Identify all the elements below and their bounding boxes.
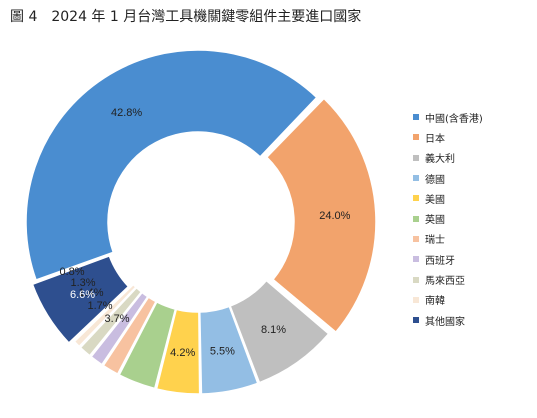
- legend: 中國(含香港) 日本義大利德國美國英國瑞士西班牙馬來西亞南韓其他國家: [413, 107, 483, 330]
- legend-swatch: [413, 317, 419, 324]
- slice-label-7: 1.4%: [78, 287, 103, 299]
- legend-label: 美國: [425, 194, 445, 206]
- slice-9: [73, 283, 137, 348]
- legend-item: 英國: [413, 208, 483, 228]
- slice-label-8: 1.3%: [70, 277, 95, 289]
- legend-swatch: [413, 114, 419, 121]
- slice-group: [25, 49, 377, 395]
- legend-swatch: [413, 296, 419, 303]
- slice-label-5: 3.7%: [104, 313, 129, 325]
- legend-item: 日本: [413, 127, 483, 147]
- legend-label: 英國: [425, 215, 445, 227]
- legend-label: 西班牙: [425, 255, 455, 267]
- slice-3: [199, 305, 259, 395]
- legend-label: 南韓: [425, 296, 445, 308]
- legend-item: 南韓: [413, 290, 483, 310]
- legend-item: 美國: [413, 188, 483, 208]
- legend-label: 其他國家: [425, 316, 465, 328]
- legend-swatch: [413, 235, 419, 242]
- slice-label-1: 24.0%: [319, 210, 350, 222]
- slice-1: [265, 97, 377, 334]
- slice-label-0: 42.8%: [111, 107, 142, 119]
- legend-swatch: [413, 276, 419, 283]
- slice-10: [31, 254, 130, 344]
- legend-label: 馬來西亞: [425, 276, 465, 288]
- legend-label: 中國(含香港): [425, 113, 483, 125]
- legend-item: 馬來西亞: [413, 269, 483, 289]
- legend-item: 西班牙: [413, 249, 483, 269]
- slice-5: [118, 300, 177, 390]
- slice-label-9: 0.8%: [59, 266, 84, 278]
- legend-item: 瑞士: [413, 229, 483, 249]
- legend-label: 瑞士: [425, 235, 445, 247]
- legend-item: 德國: [413, 168, 483, 188]
- legend-swatch: [413, 256, 419, 263]
- slice-label-6: 1.7%: [87, 300, 112, 312]
- slice-2: [229, 279, 330, 384]
- legend-swatch: [413, 134, 419, 141]
- legend-item: 中國(含香港): [413, 107, 483, 127]
- legend-swatch: [413, 215, 419, 222]
- slice-label-10: 6.6%: [70, 289, 95, 301]
- legend-label: 義大利: [425, 154, 455, 166]
- legend-swatch: [413, 195, 419, 202]
- slice-label-group: 42.8% 24.0% 8.1% 5.5% 4.2% 3.7%1.7%1.4%1.3%0.…: [59, 107, 350, 359]
- slice-label-4: 4.2%: [170, 347, 195, 359]
- chart-title: 圖 4 2024 年 1 月台灣工具機關鍵零組件主要進口國家: [10, 9, 362, 25]
- slice-7: [90, 291, 149, 366]
- legend-swatch: [413, 175, 419, 182]
- slice-6: [102, 296, 157, 376]
- slice-label-2: 8.1%: [261, 324, 286, 336]
- legend-label: 德國: [425, 174, 445, 186]
- slice-0: [25, 49, 318, 281]
- legend-item: 其他國家: [413, 310, 483, 330]
- slice-4: [155, 308, 201, 395]
- legend-item: 義大利: [413, 148, 483, 168]
- slice-label-3: 5.5%: [210, 346, 235, 358]
- legend-label: 日本: [425, 133, 445, 145]
- slice-8: [79, 286, 143, 357]
- legend-swatch: [413, 154, 419, 161]
